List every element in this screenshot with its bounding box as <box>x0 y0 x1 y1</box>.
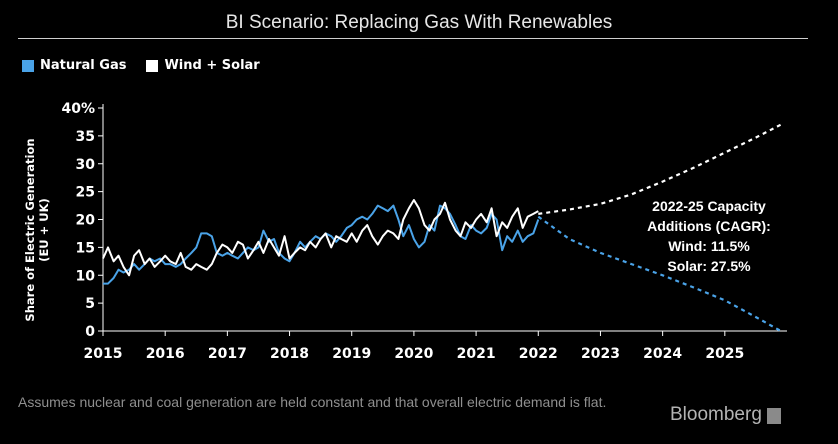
y-tick-label: 30 <box>76 157 96 173</box>
series-line-projection-2 <box>538 123 782 215</box>
x-tick-label: 2022 <box>519 346 558 362</box>
x-tick-label: 2015 <box>84 346 123 362</box>
y-axis-label: (EU + UK) <box>37 198 51 262</box>
legend-item-natural-gas: Natural Gas <box>22 58 126 73</box>
legend-item-wind-solar: Wind + Solar <box>146 58 260 73</box>
x-tick-label: 2019 <box>332 346 371 362</box>
series-line-projection-3 <box>537 215 782 332</box>
series-line-natural-gas <box>103 204 540 285</box>
annotation-line: Wind: 11.5% <box>668 238 750 254</box>
y-tick-label: 25 <box>76 185 95 201</box>
y-tick-label: 15 <box>76 240 95 256</box>
x-tick-label: 2017 <box>208 346 247 362</box>
y-tick-label: 10 <box>76 268 96 284</box>
x-tick-label: 2016 <box>146 346 185 362</box>
x-tick-label: 2021 <box>457 346 496 362</box>
y-axis-label: Share of Electric Generation <box>23 138 37 321</box>
terminal-icon <box>766 408 781 424</box>
brand-name: Bloomberg <box>670 404 762 425</box>
x-tick-label: 2024 <box>643 346 682 362</box>
annotation-line: Solar: 27.5% <box>667 258 751 274</box>
y-tick-label: 35 <box>76 129 95 145</box>
legend-swatch-natural-gas <box>22 59 34 72</box>
chart-title: BI Scenario: Replacing Gas With Renewabl… <box>225 12 613 33</box>
annotation-line: 2022-25 Capacity <box>652 198 766 214</box>
legend: Natural Gas Wind + Solar <box>22 58 260 73</box>
brand-logo: Bloomberg <box>670 404 781 426</box>
x-tick-label: 2023 <box>581 346 620 362</box>
y-tick-label: 0 <box>85 324 95 340</box>
x-tick-label: 2025 <box>705 346 744 362</box>
y-tick-label: 5 <box>85 296 95 312</box>
x-tick-label: 2018 <box>270 346 309 362</box>
y-tick-label: 20 <box>76 213 96 229</box>
title-divider <box>18 38 808 39</box>
legend-label-wind-solar: Wind + Solar <box>164 58 260 73</box>
series-line-wind-solar <box>102 199 539 277</box>
annotation-line: Additions (CAGR): <box>647 218 771 234</box>
legend-swatch-wind-solar <box>146 59 159 72</box>
footnote: Assumes nuclear and coal generation are … <box>18 394 607 410</box>
y-tick-label: 40% <box>61 101 95 117</box>
legend-label-natural-gas: Natural Gas <box>40 58 127 73</box>
x-tick-label: 2020 <box>394 346 433 362</box>
